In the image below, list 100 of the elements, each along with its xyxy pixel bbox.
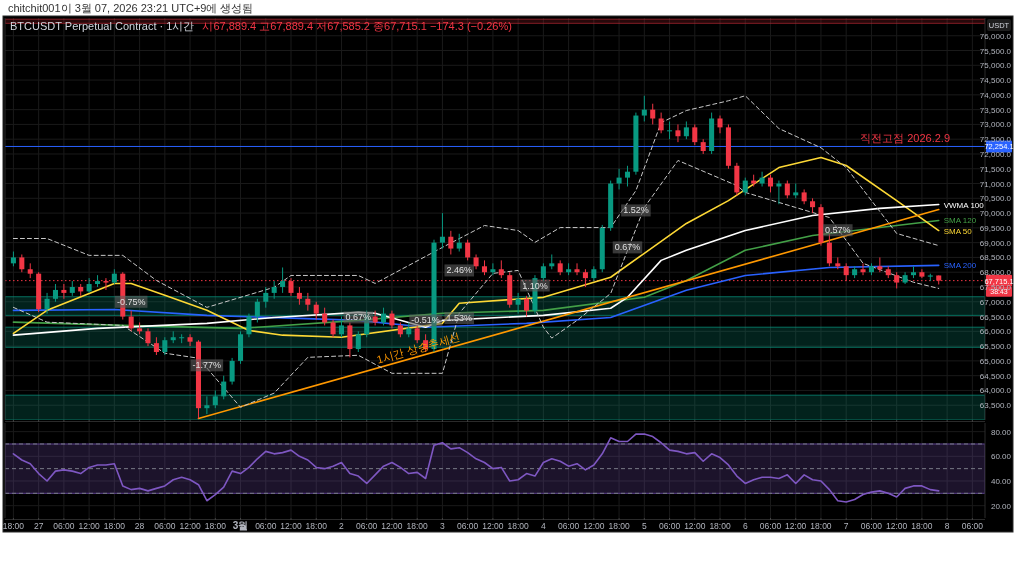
candlestick [338, 316, 344, 338]
candlestick [574, 262, 580, 276]
candlestick [254, 298, 260, 323]
y-tick-label: 80.00 [990, 427, 1012, 437]
x-tick-label: 06:00 [557, 521, 580, 531]
y-tick-label: 68,500.0 [979, 253, 1012, 263]
y-tick-label: 64,500.0 [979, 371, 1012, 381]
x-tick-label: 18:00 [911, 521, 933, 531]
y-tick-label: 73,500.0 [979, 105, 1012, 115]
x-tick-label: 6 [742, 521, 748, 531]
y-tick-label: 66,000.0 [979, 327, 1012, 337]
candlestick [759, 171, 765, 187]
chart-subtitle: 시67,889.4 고67,889.4 저67,585.2 종67,715.1 −174.3 (−0.26%) [202, 20, 512, 32]
y-tick-label: 64,000.0 [979, 386, 1012, 396]
candlestick [204, 395, 210, 415]
x-tick-label: 18:00 [507, 521, 530, 531]
x-tick-label: 18:00 [204, 521, 227, 531]
annotation: -1.77% [192, 360, 222, 371]
x-tick-label: 18:00 [2, 521, 25, 531]
candlestick [641, 95, 647, 122]
x-tick-label: 06:00 [154, 521, 176, 531]
line-series [12, 264, 940, 328]
annotation: 0.67% [345, 312, 372, 323]
candlestick [103, 277, 109, 291]
x-tick-label: 06:00 [658, 521, 681, 531]
text: chitchit001이 3월 07, 2026 23:21 UTC+9에 생성됨 [8, 2, 254, 14]
y-tick-label: 20.00 [990, 501, 1012, 511]
candlestick [61, 283, 67, 300]
x-tick-label: 12:00 [78, 521, 101, 531]
x-tick-label: 18:00 [406, 521, 429, 531]
x-tick-label: 27 [33, 521, 44, 531]
y-tick-label: 69,000.0 [979, 238, 1012, 248]
candlestick [86, 277, 92, 294]
x-tick-label: 18:00 [103, 521, 126, 531]
series-label: SMA 120 [943, 216, 977, 226]
x-tick-label: 12:00 [684, 521, 706, 531]
y-tick-label: 66,500.0 [979, 312, 1012, 322]
x-tick-label: 18:00 [608, 521, 630, 531]
y-tick-label: 60.00 [990, 452, 1012, 462]
candlestick [490, 262, 496, 276]
x-tick-label: 18:00 [810, 521, 832, 531]
candlestick [448, 230, 454, 255]
candlestick [616, 168, 622, 190]
candlestick [650, 103, 656, 125]
y-tick-label: 75,500.0 [979, 46, 1012, 56]
x-tick-label: 12:00 [886, 521, 908, 531]
y-tick-label: 71,000.0 [979, 179, 1012, 189]
y-tick-label: 40.00 [990, 476, 1012, 486]
x-tick-label: 06:00 [53, 521, 75, 531]
x-tick-label: 12:00 [179, 521, 201, 531]
x-tick-label: 12:00 [583, 521, 605, 531]
candlestick [263, 286, 269, 309]
line-series [12, 433, 940, 503]
x-tick-label: 5 [641, 521, 647, 531]
y-tick-label: 75,000.0 [979, 61, 1012, 71]
candlestick [221, 375, 227, 400]
y-tick-label: 71,500.0 [979, 164, 1012, 174]
annotation: 0.67% [614, 242, 641, 253]
x-tick-label: 12:00 [785, 521, 807, 531]
x-tick-label: 28 [134, 521, 145, 531]
y-tick-label: 74,000.0 [979, 90, 1012, 100]
x-tick-label: 06:00 [255, 521, 277, 531]
x-tick-label: 06:00 [860, 521, 883, 531]
candlestick [717, 115, 723, 134]
series-label: SMA 200 [943, 261, 977, 271]
annotation: 1.10% [522, 280, 548, 291]
candlestick [246, 313, 252, 338]
x-tick-label: 3 [440, 521, 446, 531]
line-series [12, 159, 940, 408]
annotation: 0.57% [825, 225, 851, 236]
annotation: 1.53% [446, 313, 473, 324]
x-tick-label: 06:00 [961, 521, 984, 531]
x-tick-label: 4 [541, 521, 546, 531]
candlestick [658, 112, 664, 134]
x-tick-label: 06:00 [759, 521, 782, 531]
annotation: 1.52% [623, 205, 649, 216]
x-tick-label: 06:00 [457, 521, 479, 531]
candlestick [128, 310, 134, 332]
candlestick [692, 123, 698, 146]
y-tick-label: 68,000.0 [979, 268, 1012, 278]
y-tick-label: 63,500.0 [979, 401, 1012, 411]
y-tick-label: 65,000.0 [979, 356, 1012, 366]
candlestick [624, 165, 631, 187]
x-tick-label: 12:00 [280, 521, 302, 531]
x-tick-label: 12:00 [482, 521, 504, 531]
candlestick [44, 292, 50, 315]
candlestick [229, 357, 235, 386]
x-tick-label: 06:00 [356, 521, 378, 531]
y-tick-label: 67,000.0 [979, 297, 1012, 307]
x-tick-label: 8 [944, 521, 950, 531]
y-tick-label: 76,000.0 [979, 31, 1012, 41]
candlestick [187, 333, 193, 347]
candlestick [826, 233, 832, 267]
x-tick-label: 7 [843, 521, 849, 531]
y-tick-label: 65,500.0 [979, 342, 1012, 352]
candlestick [347, 321, 353, 358]
series-label: SMA 50 [943, 226, 973, 236]
x-tick-label: 18:00 [305, 521, 328, 531]
x-tick-label: 12:00 [381, 521, 403, 531]
y-tick-label: 74,500.0 [979, 76, 1012, 86]
